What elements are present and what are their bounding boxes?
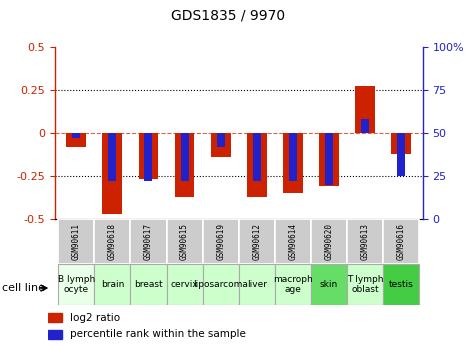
Bar [361, 119, 369, 133]
Bar [167, 219, 203, 264]
Text: testis: testis [389, 280, 413, 289]
Bar [95, 219, 131, 264]
Bar [48, 330, 62, 339]
Text: GDS1835 / 9970: GDS1835 / 9970 [171, 9, 285, 23]
Bar [58, 219, 95, 264]
Bar [347, 264, 383, 305]
Bar [347, 219, 383, 264]
Bar [311, 219, 347, 264]
Bar [397, 133, 405, 176]
Bar [58, 264, 95, 305]
Text: T lymph
oblast: T lymph oblast [347, 275, 383, 294]
Text: B lymph
ocyte: B lymph ocyte [57, 275, 95, 294]
Bar [247, 133, 266, 197]
Bar [391, 133, 411, 154]
Bar [72, 133, 80, 138]
Bar [275, 219, 311, 264]
Text: breast: breast [134, 280, 163, 289]
Bar [253, 133, 261, 181]
Bar [289, 133, 297, 181]
Bar [283, 133, 303, 193]
Bar [131, 219, 167, 264]
Text: percentile rank within the sample: percentile rank within the sample [70, 329, 246, 339]
Text: GSM90620: GSM90620 [324, 223, 333, 260]
Bar [66, 133, 86, 147]
Bar [239, 264, 275, 305]
Bar [383, 219, 419, 264]
Bar [48, 313, 62, 322]
Bar [203, 219, 239, 264]
Text: GSM90617: GSM90617 [144, 223, 153, 260]
Text: GSM90613: GSM90613 [361, 223, 370, 260]
Bar [103, 133, 122, 214]
Bar [203, 264, 239, 305]
Text: liposarcoma: liposarcoma [193, 280, 248, 289]
Bar [95, 264, 131, 305]
Text: brain: brain [101, 280, 124, 289]
Text: GSM90611: GSM90611 [72, 223, 81, 260]
Bar [319, 133, 339, 186]
Bar [311, 264, 347, 305]
Text: GSM90615: GSM90615 [180, 223, 189, 260]
Bar [211, 133, 230, 157]
Bar [217, 133, 225, 147]
Bar [108, 133, 116, 181]
Text: GSM90614: GSM90614 [288, 223, 297, 260]
Text: macroph
age: macroph age [273, 275, 313, 294]
Text: liver: liver [247, 280, 267, 289]
Text: skin: skin [320, 280, 338, 289]
Text: GSM90618: GSM90618 [108, 223, 117, 260]
Text: cervix: cervix [171, 280, 199, 289]
Text: cell line: cell line [2, 283, 46, 293]
Bar [275, 264, 311, 305]
Bar [239, 219, 275, 264]
Text: GSM90616: GSM90616 [397, 223, 406, 260]
Bar [180, 133, 189, 181]
Text: log2 ratio: log2 ratio [70, 313, 120, 323]
Text: GSM90612: GSM90612 [252, 223, 261, 260]
Text: GSM90619: GSM90619 [216, 223, 225, 260]
Bar [144, 133, 152, 181]
Bar [139, 133, 158, 179]
Bar [167, 264, 203, 305]
Bar [383, 264, 419, 305]
Bar [131, 264, 167, 305]
Bar [325, 133, 333, 185]
Bar [175, 133, 194, 197]
Bar [355, 86, 375, 133]
